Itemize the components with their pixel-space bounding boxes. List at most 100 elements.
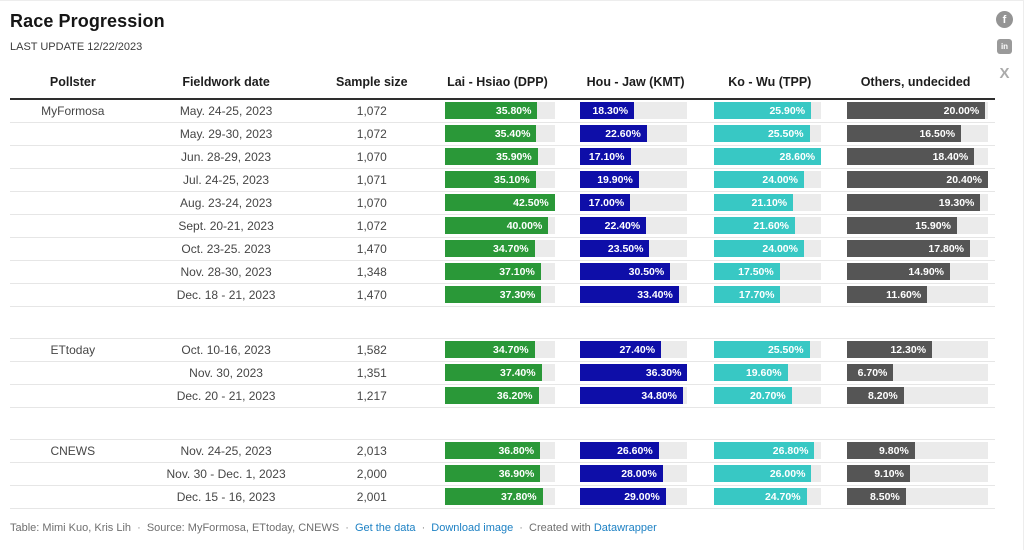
- tpp-cell: 17.70%: [703, 283, 837, 307]
- others-bar: 20.40%: [847, 171, 988, 188]
- footer-link[interactable]: Get the data: [354, 521, 416, 534]
- bar-value-label: 6.70%: [857, 366, 888, 379]
- bar-track: 35.80%: [445, 102, 555, 120]
- fieldwork-date-cell: Jun. 28-29, 2023: [135, 145, 317, 169]
- pollster-cell: [10, 462, 136, 486]
- fieldwork-date-cell: Dec. 15 - 16, 2023: [135, 485, 317, 509]
- pollster-cell: [10, 122, 136, 146]
- others-bar: 16.50%: [847, 125, 962, 142]
- tpp-cell: 28.60%: [703, 145, 837, 169]
- others-cell: 12.30%: [836, 338, 995, 362]
- tpp-cell: 20.70%: [703, 384, 837, 408]
- bar-value-label: 40.00%: [506, 219, 543, 232]
- footer-separator: ·: [418, 521, 429, 534]
- tpp-cell: 24.00%: [703, 168, 837, 192]
- tpp-bar: 26.00%: [714, 465, 812, 482]
- pollster-cell: [10, 168, 136, 192]
- kmt-bar: 22.40%: [579, 217, 647, 234]
- bar-value-label: 22.40%: [604, 219, 641, 232]
- tpp-bar: 21.60%: [714, 217, 796, 234]
- dpp-bar: 37.10%: [445, 263, 541, 280]
- bar-value-label: 35.90%: [496, 150, 532, 163]
- kmt-cell: 17.00%: [567, 191, 704, 215]
- bar-value-label: 20.00%: [943, 104, 980, 117]
- bar-value-label: 17.00%: [588, 196, 625, 209]
- fieldwork-date-cell: May. 29-30, 2023: [135, 122, 317, 146]
- bar-track: 17.80%: [847, 240, 988, 257]
- x-icon[interactable]: X: [999, 65, 1010, 82]
- table-row: Nov. 30, 2023 1,351 37.40% 36.30% 19.60% 6.70…: [10, 361, 995, 385]
- pollster-cell: [10, 283, 136, 307]
- bar-track: 19.90%: [579, 171, 688, 188]
- others-cell: 8.20%: [836, 384, 995, 408]
- bar-track: 37.40%: [445, 364, 555, 381]
- dpp-cell: 37.80%: [427, 485, 568, 509]
- col-header-sample: Sample size: [316, 69, 428, 100]
- kmt-bar: 22.60%: [579, 125, 647, 142]
- bar-value-label: 19.30%: [938, 196, 975, 209]
- bar-track: 42.50%: [445, 194, 555, 211]
- footer-link[interactable]: Datawrapper: [593, 521, 657, 534]
- bar-value-label: 18.30%: [592, 104, 629, 117]
- linkedin-icon[interactable]: in: [997, 39, 1012, 54]
- dpp-cell: 37.40%: [427, 361, 568, 385]
- col-header-others: Others, undecided: [836, 69, 995, 100]
- others-bar: 18.40%: [847, 148, 975, 165]
- bar-track: 12.30%: [847, 341, 988, 358]
- others-cell: 8.50%: [836, 485, 995, 509]
- fieldwork-date-cell: Dec. 18 - 21, 2023: [135, 283, 317, 307]
- facebook-icon[interactable]: f: [996, 11, 1013, 28]
- others-cell: 9.10%: [836, 462, 995, 486]
- pollster-cell: [10, 237, 136, 261]
- bar-track: 22.40%: [579, 217, 688, 234]
- table-row: Nov. 30 - Dec. 1, 2023 2,000 36.90% 28.00% 2…: [10, 462, 995, 486]
- bar-value-label: 25.50%: [767, 127, 804, 140]
- fieldwork-date-cell: May. 24-25, 2023: [135, 99, 317, 123]
- tpp-bar: 24.70%: [714, 488, 807, 505]
- table-row: Jun. 28-29, 2023 1,070 35.90% 17.10% 28.60% 1…: [10, 145, 995, 169]
- bar-value-label: 14.90%: [908, 265, 945, 278]
- bar-value-label: 35.80%: [495, 104, 532, 117]
- tpp-bar: 26.80%: [714, 442, 815, 459]
- social-share-bar: f in X: [996, 11, 1013, 82]
- table-header: Pollster Fieldwork date Sample size Lai …: [10, 69, 995, 100]
- kmt-cell: 34.80%: [567, 384, 704, 408]
- bar-value-label: 22.60%: [605, 127, 641, 140]
- pollster-cell: [10, 384, 136, 408]
- bar-track: 21.10%: [714, 194, 822, 211]
- dpp-cell: 35.10%: [427, 168, 568, 192]
- bar-track: 19.60%: [714, 364, 822, 381]
- bar-value-label: 34.80%: [641, 389, 678, 402]
- bar-value-label: 28.60%: [779, 150, 816, 163]
- pollster-cell: [10, 485, 136, 509]
- fieldwork-date-cell: Aug. 23-24, 2023: [135, 191, 317, 215]
- bar-value-label: 17.50%: [738, 265, 774, 278]
- bar-value-label: 18.40%: [932, 150, 969, 163]
- footer-separator: ·: [516, 521, 527, 534]
- dpp-bar: 36.90%: [445, 465, 541, 482]
- table-row: Jul. 24-25, 2023 1,071 35.10% 19.90% 24.00% 2…: [10, 168, 995, 192]
- bar-value-label: 20.70%: [750, 389, 786, 402]
- col-header-pollster: Pollster: [10, 69, 136, 100]
- bar-track: 27.40%: [579, 341, 688, 358]
- dpp-bar: 42.50%: [445, 194, 555, 211]
- others-cell: 20.00%: [836, 99, 995, 123]
- dpp-cell: 36.20%: [427, 384, 568, 408]
- others-cell: 17.80%: [836, 237, 995, 261]
- pollster-cell: [10, 191, 136, 215]
- bar-track: 26.00%: [714, 465, 822, 482]
- bar-track: 15.90%: [847, 217, 988, 234]
- fieldwork-date-cell: Nov. 30, 2023: [135, 361, 317, 385]
- bar-track: 26.80%: [714, 442, 822, 459]
- others-bar: 8.50%: [847, 488, 906, 505]
- kmt-cell: 23.50%: [567, 237, 704, 261]
- bar-value-label: 9.80%: [879, 444, 909, 457]
- bar-track: 17.50%: [714, 263, 822, 280]
- bar-value-label: 36.20%: [496, 389, 533, 402]
- table-row: Dec. 15 - 16, 2023 2,001 37.80% 29.00% 24.70…: [10, 485, 995, 509]
- bar-track: 24.00%: [714, 240, 822, 257]
- footer-link[interactable]: Download image: [431, 521, 514, 534]
- col-header-dpp: Lai - Hsiao (DPP): [427, 69, 568, 100]
- polls-table: Pollster Fieldwork date Sample size Lai …: [10, 69, 995, 509]
- tpp-bar: 25.90%: [714, 102, 812, 120]
